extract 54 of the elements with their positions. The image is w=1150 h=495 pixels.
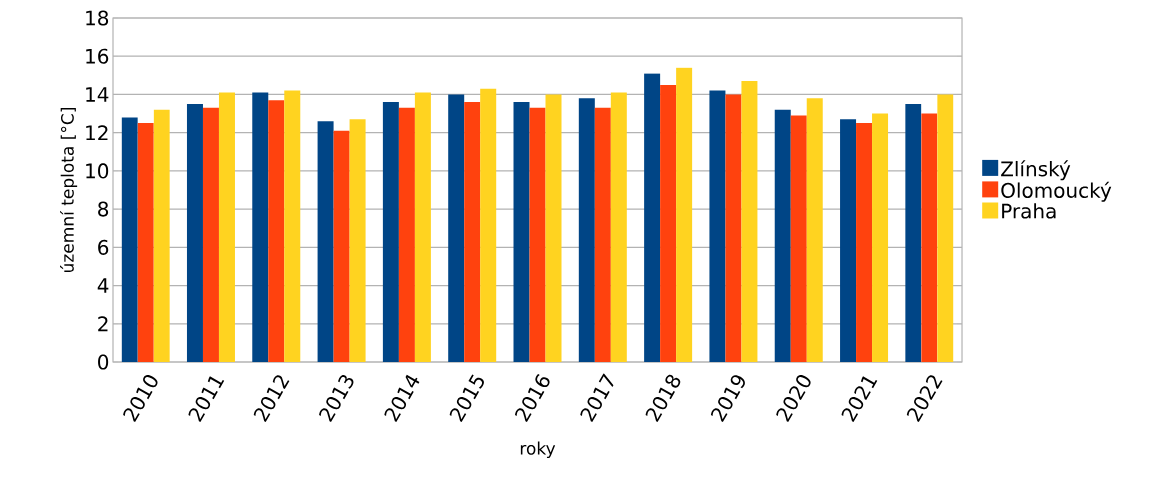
- bar: [317, 121, 334, 362]
- bar: [840, 119, 857, 362]
- y-tick-label: 4: [97, 278, 109, 293]
- bar: [464, 102, 481, 362]
- y-tick-label: 14: [86, 87, 109, 102]
- bar: [660, 84, 677, 362]
- bar: [856, 123, 873, 362]
- bar: [725, 94, 742, 362]
- bar: [806, 98, 823, 362]
- bar: [382, 102, 399, 362]
- bar: [774, 109, 791, 362]
- bar: [480, 88, 497, 362]
- legend-label: Praha: [1002, 203, 1056, 219]
- bar: [349, 119, 366, 362]
- bar: [741, 81, 758, 362]
- bar: [398, 107, 415, 362]
- bar: [513, 102, 530, 362]
- legend-label: Olomoucký: [1001, 181, 1112, 202]
- y-tick-label: 10: [86, 163, 109, 179]
- bar: [790, 115, 807, 362]
- bar: [186, 104, 203, 362]
- y-tick-label: 2: [98, 316, 108, 332]
- bar: [905, 104, 922, 362]
- bar: [202, 107, 219, 362]
- bar: [284, 90, 301, 362]
- bar: [218, 92, 235, 362]
- y-tick-label: 16: [86, 48, 109, 64]
- y-tick-label: 0: [98, 354, 109, 370]
- bar: [333, 130, 350, 362]
- bar: [921, 113, 938, 362]
- legend-label: Zlínský: [1001, 160, 1071, 181]
- bar: [268, 100, 285, 362]
- y-axis-title: územní teplota [°C]: [60, 108, 78, 272]
- y-tick-label: 18: [86, 10, 109, 26]
- bar: [137, 123, 154, 362]
- bar: [414, 92, 431, 362]
- bar: [578, 98, 595, 362]
- bar: [545, 94, 562, 362]
- bar: [594, 107, 611, 362]
- bar: [252, 92, 269, 362]
- bar: [676, 67, 693, 362]
- bar: [937, 94, 954, 362]
- bar: [709, 90, 726, 362]
- bar: [872, 113, 889, 362]
- x-axis-title: roky: [520, 441, 556, 458]
- bar: [644, 73, 661, 362]
- y-tick-label: 6: [98, 239, 109, 255]
- bar: [529, 107, 546, 362]
- bar: [448, 94, 465, 362]
- y-tick-label: 8: [98, 201, 109, 217]
- y-tick-label: 12: [86, 125, 108, 141]
- bar: [121, 117, 138, 362]
- bar: [610, 92, 627, 362]
- bar: [153, 109, 170, 362]
